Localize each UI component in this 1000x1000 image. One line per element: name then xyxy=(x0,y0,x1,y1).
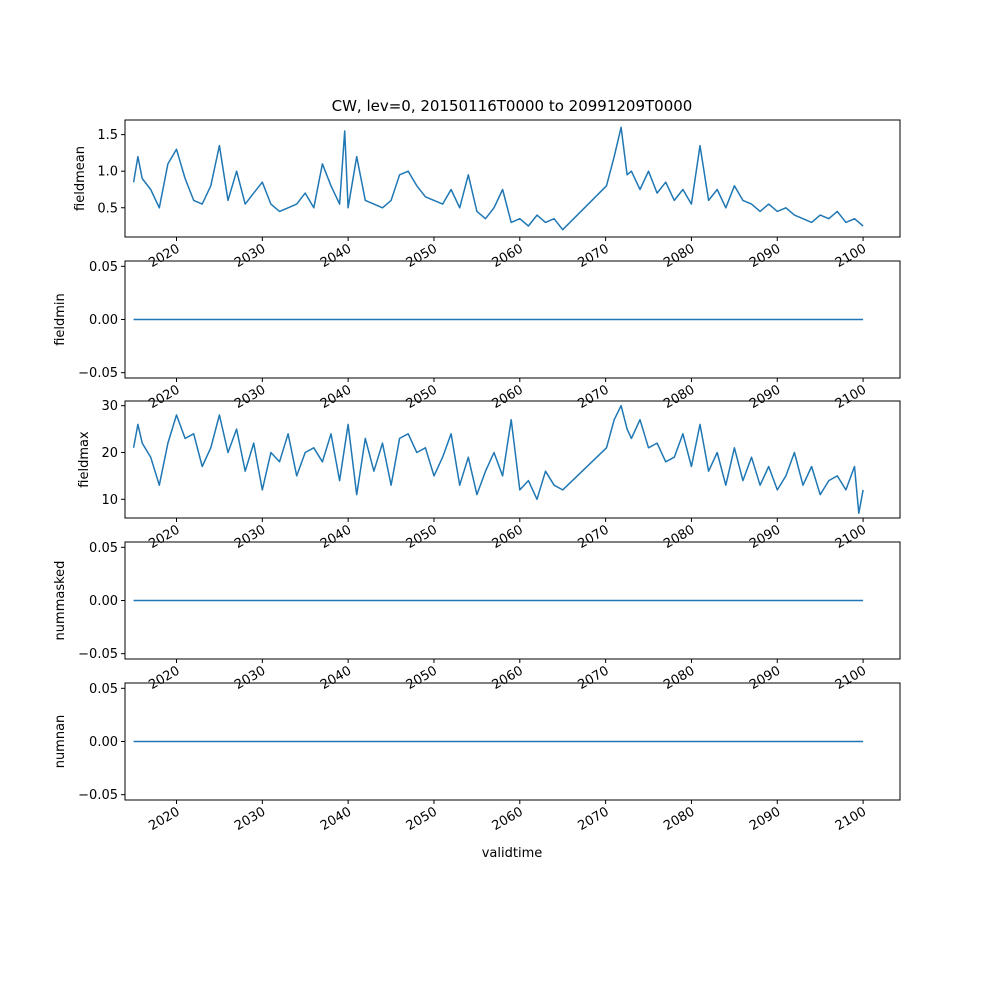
fieldmax-y-tick-label: 20 xyxy=(101,446,118,461)
x-axis-label: validtime xyxy=(482,846,543,861)
nummasked-y-axis-label: nummasked xyxy=(53,561,68,641)
fieldmean-y-axis-label: fieldmean xyxy=(73,146,88,211)
chart-title: CW, lev=0, 20150116T0000 to 20991209T000… xyxy=(332,97,693,115)
fieldmin-y-axis-label: fieldmin xyxy=(53,293,68,346)
fieldmax-axes-frame xyxy=(124,400,901,519)
fieldmean-y-tick-label: 0.5 xyxy=(97,201,118,216)
nummasked-y-tick-label: 0.00 xyxy=(89,594,118,609)
numnan-y-axis-label: numnan xyxy=(53,715,68,769)
fieldmin-y-tick-label: −0.05 xyxy=(78,366,118,381)
fieldmean-y-tick-label: 1.0 xyxy=(97,165,118,180)
fieldmax-series-line xyxy=(132,404,864,515)
numnan-y-tick-label: −0.05 xyxy=(78,788,118,803)
fieldmin-y-tick-label: 0.00 xyxy=(89,313,118,328)
fieldmax-y-axis-label: fieldmax xyxy=(77,431,92,488)
fieldmean-axes-frame xyxy=(124,119,901,238)
fieldmax-y-tick-label: 30 xyxy=(101,399,118,414)
fieldmean-y-tick-label: 1.5 xyxy=(97,128,118,143)
fieldmax-y-tick-label: 10 xyxy=(101,493,118,508)
fieldmean-series-line xyxy=(132,126,864,231)
nummasked-y-tick-label: 0.05 xyxy=(89,541,118,556)
nummasked-y-tick-label: −0.05 xyxy=(78,647,118,662)
numnan-y-tick-label: 0.05 xyxy=(89,682,118,697)
fieldmin-y-tick-label: 0.05 xyxy=(89,260,118,275)
numnan-y-tick-label: 0.00 xyxy=(89,735,118,750)
